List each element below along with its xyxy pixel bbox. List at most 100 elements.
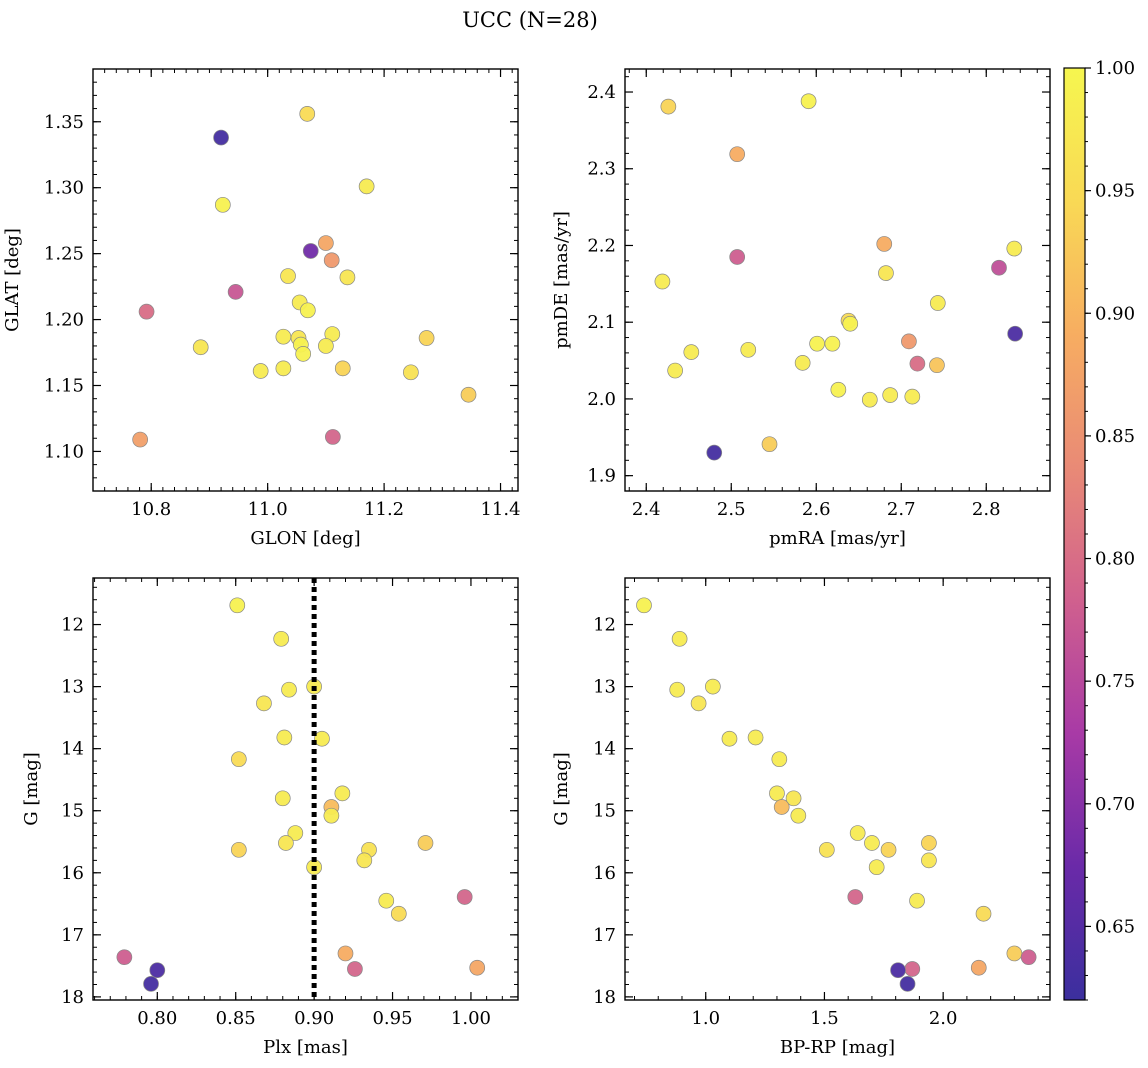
colorbar-tick-label: 1.00 — [1095, 58, 1135, 79]
scatter-point — [921, 835, 937, 851]
x-axis-label: GLON [deg] — [250, 528, 360, 549]
y-axis-label: GLAT [deg] — [2, 228, 23, 332]
x-tick-label: 0.90 — [294, 1008, 334, 1029]
panel-plx-g: 0.80 0.85 0.90 0.95 1.00 12 13 14 15 16 17 18 Plx [m… — [21, 577, 519, 1058]
scatter-point — [790, 807, 807, 824]
x-tick-label: 10.8 — [131, 499, 171, 520]
scatter-point — [358, 178, 375, 195]
scatter-point — [890, 962, 906, 979]
scatter-point — [800, 93, 817, 110]
y-tick-label: 1.9 — [587, 466, 616, 487]
colorbar-gradient — [1064, 68, 1085, 1000]
scatter-point — [824, 335, 841, 352]
scatter-point — [323, 252, 340, 269]
scatter-point — [904, 961, 921, 977]
scatter-point — [740, 341, 757, 358]
scatter-point — [281, 681, 297, 698]
panel-glon-glat: 10.8 11.0 11.2 11.4 1.10 1.15 1.20 1.25 1.30 1.35… — [2, 68, 521, 549]
figure-title: UCC (N=28) — [462, 8, 598, 32]
scatter-point — [901, 333, 917, 350]
colorbar: 0.65 0.70 0.75 0.80 0.85 0.90 0.95 1.00 — [1063, 58, 1135, 1001]
y-tick-label: 1.35 — [44, 112, 84, 133]
y-tick-label: 16 — [61, 863, 84, 884]
scatter-point — [876, 236, 893, 252]
scatter-point — [252, 363, 269, 379]
scatter-point — [1007, 325, 1024, 342]
scatter-point — [1006, 240, 1023, 257]
scatter-point — [192, 339, 209, 356]
scatter-point — [275, 328, 292, 345]
scatter-point — [213, 129, 229, 146]
x-tick-label: 1.00 — [451, 1008, 491, 1029]
x-tick-label: 2.8 — [972, 499, 1001, 520]
scatter-point — [861, 391, 878, 408]
scatter-point — [299, 105, 316, 122]
scatter-point — [975, 905, 992, 922]
scatter-point — [318, 235, 334, 251]
x-tick-label: 2.6 — [802, 499, 831, 520]
scatter-point — [214, 196, 231, 213]
y-tick-label: 17 — [61, 925, 84, 946]
scatter-point — [318, 338, 334, 354]
x-tick-label: 0.85 — [216, 1008, 256, 1029]
y-tick-label: 18 — [593, 987, 616, 1008]
y-tick-label: 16 — [593, 863, 616, 884]
scatter-point — [469, 959, 486, 976]
colorbar-tick-label: 0.65 — [1095, 916, 1135, 937]
axes-frame — [92, 577, 519, 1001]
scatter-point — [295, 346, 312, 362]
y-tick-label: 2.3 — [587, 159, 616, 180]
scatter-point — [116, 949, 133, 966]
y-tick-label: 2.4 — [587, 82, 616, 103]
axes-frame — [624, 577, 1051, 1001]
scatter-point — [771, 751, 788, 768]
scatter-point — [929, 357, 945, 374]
panel-bprp-g: 1.0 1.5 2.0 12 13 14 15 16 17 18 BP-RP [mag] G [mag… — [551, 577, 1051, 1058]
scatter-point — [706, 444, 723, 461]
scatter-point — [230, 841, 247, 858]
scatter-point — [899, 976, 916, 992]
scatter-point — [794, 355, 811, 371]
scatter-point — [273, 630, 290, 647]
colorbar-tick-label: 0.95 — [1095, 181, 1135, 202]
scatter-point — [878, 265, 894, 281]
scatter-point — [669, 681, 686, 698]
scatter-point — [868, 859, 885, 876]
scatter-point — [227, 284, 244, 300]
scatter-point — [929, 295, 946, 311]
scatter-point — [418, 330, 435, 346]
x-axis-label: Plx [mas] — [263, 1037, 348, 1058]
y-tick-label: 18 — [61, 987, 84, 1008]
x-tick-label: 2.4 — [632, 499, 661, 520]
y-tick-label: 1.15 — [44, 376, 84, 397]
axes-frame — [624, 68, 1051, 492]
y-tick-label: 2.2 — [587, 235, 616, 256]
y-tick-label: 1.30 — [44, 178, 84, 199]
scatter-point — [970, 959, 987, 976]
x-tick-label: 2.0 — [929, 1008, 958, 1029]
y-tick-label: 1.10 — [44, 441, 84, 462]
scatter-point — [660, 98, 677, 115]
scatter-point — [278, 835, 294, 851]
scatter-point — [809, 335, 825, 352]
scatter-point — [991, 259, 1007, 276]
scatter-point — [339, 269, 356, 286]
x-tick-label: 0.80 — [137, 1008, 177, 1029]
scatter-point — [849, 825, 866, 841]
scatter-point — [904, 388, 921, 405]
scatter-point — [667, 362, 684, 379]
scatter-point — [275, 360, 292, 377]
scatter-point — [390, 905, 407, 922]
scatter-point — [818, 841, 835, 858]
y-tick-label: 13 — [593, 677, 616, 698]
x-tick-label: 11.4 — [480, 499, 520, 520]
scatter-point — [347, 961, 363, 977]
colorbar-frame — [1063, 67, 1086, 1001]
scatter-point — [356, 852, 373, 869]
scatter-point — [334, 785, 351, 802]
scatter-point — [729, 146, 746, 163]
scatter-point — [636, 597, 652, 614]
scatter-point — [847, 889, 864, 905]
scatter-point — [337, 945, 354, 962]
